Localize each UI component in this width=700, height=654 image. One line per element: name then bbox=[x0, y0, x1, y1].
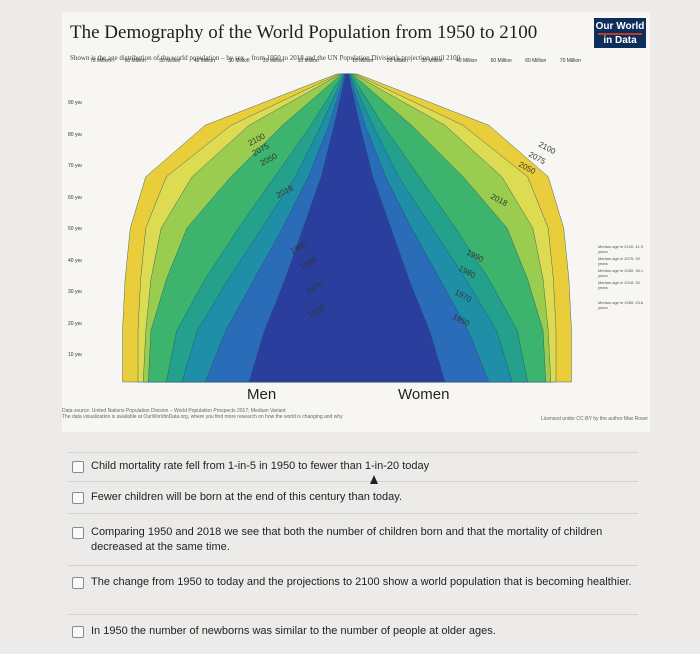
answer-option[interactable]: Fewer children will be born at the end o… bbox=[72, 490, 632, 505]
answer-option[interactable]: Child mortality rate fell from 1-in-5 in… bbox=[72, 459, 632, 474]
option-checkbox[interactable] bbox=[72, 626, 84, 638]
top-axis-tick-label: 60 Million bbox=[124, 58, 146, 64]
divider bbox=[68, 513, 638, 514]
top-axis-tick-label: 30 Million bbox=[228, 58, 250, 64]
population-pyramid: 2100207520502018199019801970195021002075… bbox=[82, 72, 622, 390]
figure-subtitle: Shown is the age distribution of the wor… bbox=[70, 54, 462, 62]
source-line-1: Data source: United Nations Population D… bbox=[62, 408, 286, 414]
divider bbox=[68, 481, 638, 482]
option-text: Fewer children will be born at the end o… bbox=[91, 491, 403, 503]
answer-option[interactable]: The change from 1950 to today and the pr… bbox=[72, 575, 632, 590]
owid-logo: Our World in Data bbox=[594, 18, 646, 48]
men-label: Men bbox=[247, 386, 277, 403]
median-note: Median age in 2075: 39 years bbox=[598, 256, 640, 266]
age-tick-label: 70 years bbox=[68, 163, 88, 169]
top-axis-tick-label: 10 Million bbox=[352, 58, 374, 64]
divider bbox=[68, 452, 638, 453]
mouse-cursor-icon bbox=[370, 475, 378, 484]
top-axis-tick-label: 40 Million bbox=[456, 58, 478, 64]
top-axis-tick-label: 60 Million bbox=[525, 58, 547, 64]
age-tick-label: 30 years bbox=[68, 289, 88, 295]
source-line-2: The data visualization is available at O… bbox=[62, 414, 343, 420]
age-tick-label: 90 years bbox=[68, 100, 88, 106]
option-text: The change from 1950 to today and the pr… bbox=[91, 576, 632, 588]
option-checkbox[interactable] bbox=[72, 577, 84, 589]
top-axis-tick-label: 70 Million bbox=[559, 58, 581, 64]
median-note: Median age in 2018: 30 years bbox=[598, 280, 640, 290]
median-note: Median age in 2100: 41.9 years bbox=[598, 244, 644, 254]
population-pyramid-figure: The Demography of the World Population f… bbox=[62, 12, 650, 432]
divider bbox=[68, 565, 638, 566]
figure-title: The Demography of the World Population f… bbox=[70, 22, 538, 43]
option-text: In 1950 the number of newborns was simil… bbox=[91, 625, 496, 637]
logo-line1: Our World bbox=[595, 21, 645, 32]
top-axis-tick-label: 30 Million bbox=[421, 58, 443, 64]
age-tick-label: 60 years bbox=[68, 194, 88, 201]
median-note: Median age in 1950: 23.6 years bbox=[598, 300, 644, 310]
top-axis-tick-label: 70 Million bbox=[90, 58, 112, 64]
age-tick-label: 10 years bbox=[68, 352, 88, 358]
answer-option[interactable]: Comparing 1950 and 2018 we see that both… bbox=[72, 525, 632, 555]
top-axis-tick-label: 10 Million bbox=[297, 58, 319, 64]
age-tick-label: 80 years bbox=[68, 131, 88, 138]
option-text: Comparing 1950 and 2018 we see that both… bbox=[91, 526, 603, 553]
source-note: Data source: United Nations Population D… bbox=[62, 408, 343, 420]
women-label: Women bbox=[398, 386, 450, 403]
top-axis-tick-label: 50 Million bbox=[490, 58, 512, 64]
top-axis-tick-label: 20 Million bbox=[386, 58, 408, 64]
answer-option[interactable]: In 1950 the number of newborns was simil… bbox=[72, 624, 632, 639]
age-tick-label: 40 years bbox=[68, 257, 88, 264]
top-axis-tick-label: 20 Million bbox=[263, 58, 285, 64]
option-checkbox[interactable] bbox=[72, 527, 84, 539]
option-checkbox[interactable] bbox=[72, 461, 84, 473]
option-text: Child mortality rate fell from 1-in-5 in… bbox=[91, 460, 430, 472]
age-tick-label: 50 years bbox=[68, 226, 88, 232]
license-note: Licensed under CC-BY by the author Max R… bbox=[540, 416, 648, 422]
top-axis-tick-label: 50 Million bbox=[159, 58, 181, 64]
pyramid-band-y1950 bbox=[248, 73, 446, 383]
divider bbox=[68, 614, 638, 615]
logo-line2: in Data bbox=[598, 33, 642, 47]
option-checkbox[interactable] bbox=[72, 492, 84, 504]
median-note: Median age in 2050: 36.1 years bbox=[598, 268, 644, 278]
top-axis-tick-label: 40 Million bbox=[193, 58, 215, 64]
age-tick-label: 20 years bbox=[68, 320, 88, 327]
